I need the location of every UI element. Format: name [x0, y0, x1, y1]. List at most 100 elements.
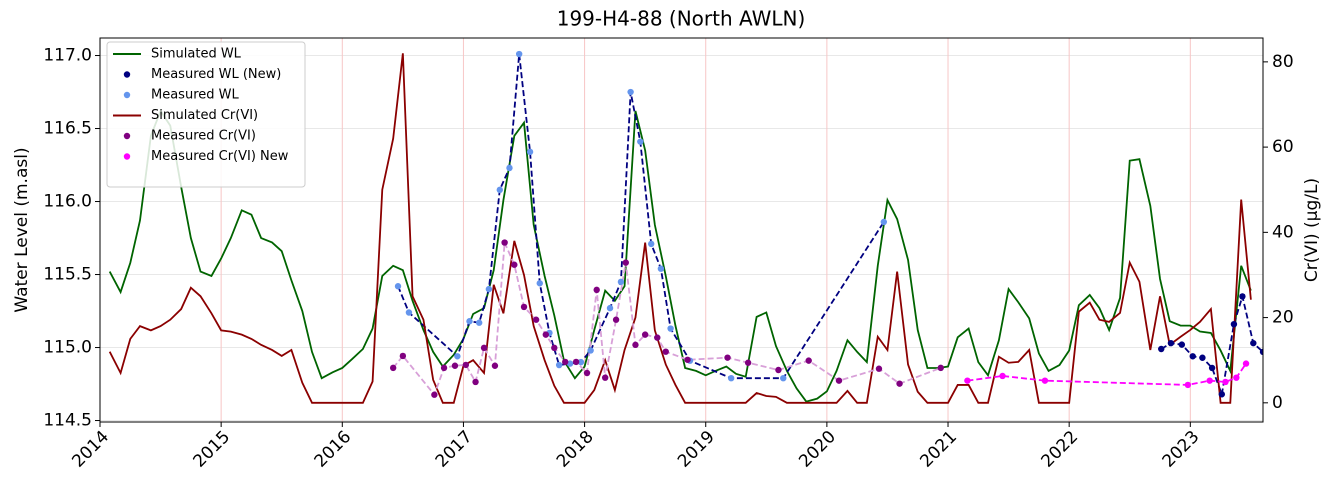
data-point [555, 361, 563, 369]
data-point [1167, 339, 1175, 347]
legend-marker [123, 71, 131, 78]
data-point [1041, 377, 1049, 384]
data-point [1184, 381, 1192, 389]
y-tick-label: 117.0 [43, 46, 92, 66]
data-point [462, 361, 470, 369]
data-point [1233, 374, 1240, 381]
data-point [896, 380, 903, 387]
data-point [654, 334, 661, 341]
data-point [587, 347, 594, 354]
series-line [108, 53, 1252, 404]
data-point [780, 374, 787, 382]
legend-label: Measured WL [151, 88, 239, 103]
data-point [805, 357, 812, 364]
data-point [532, 316, 540, 323]
data-point [744, 359, 752, 366]
data-point [1218, 391, 1226, 398]
data-point [593, 286, 600, 294]
data-point [506, 164, 513, 172]
data-point [485, 285, 493, 293]
y2-tick-label: 40 [1272, 222, 1294, 242]
data-point [727, 374, 735, 382]
data-point [627, 88, 634, 96]
data-point [937, 364, 944, 372]
data-point [1250, 339, 1257, 347]
data-point [394, 283, 402, 290]
data-point [1178, 341, 1186, 348]
legend-label: Measured Cr(VI) [151, 129, 256, 144]
data-point [1242, 360, 1250, 367]
data-point [515, 50, 523, 58]
data-point [431, 391, 438, 398]
data-point [606, 304, 614, 312]
data-point [1206, 377, 1213, 384]
data-point [1189, 353, 1196, 360]
data-point [454, 353, 461, 360]
y2-axis-label: Cr(VI) (μg/L) [1302, 178, 1322, 282]
data-point [1158, 345, 1165, 353]
legend-box [106, 41, 306, 188]
y-tick-label: 116.0 [43, 192, 92, 212]
data-point [1230, 320, 1238, 328]
series-line [108, 109, 1252, 403]
data-point [622, 259, 629, 266]
data-point [880, 218, 888, 226]
legend-label: Measured Cr(VI) New [151, 149, 289, 164]
data-point [1199, 354, 1206, 361]
data-point [641, 331, 649, 338]
data-point [632, 341, 639, 349]
data-point [475, 319, 483, 326]
data-point [601, 374, 609, 381]
data-point [835, 377, 843, 384]
data-point [577, 358, 585, 366]
y-tick-label: 114.5 [43, 411, 92, 431]
data-point [1259, 348, 1263, 356]
y2-tick-label: 80 [1272, 52, 1294, 72]
data-point [542, 331, 550, 338]
data-point [451, 362, 459, 369]
data-point [389, 364, 397, 372]
plot-area [108, 50, 1263, 404]
data-point [612, 316, 620, 323]
data-point [511, 261, 518, 268]
data-point [480, 344, 488, 352]
data-point [724, 354, 731, 361]
data-point [662, 348, 669, 355]
series-line [1160, 292, 1263, 398]
chart-title: 199-H4-88 (North AWLN) [557, 7, 806, 31]
legend-label: Simulated WL [151, 47, 242, 62]
data-point [566, 360, 574, 367]
data-point [637, 138, 644, 145]
data-point [536, 280, 543, 287]
data-point [684, 356, 691, 363]
data-point [775, 366, 782, 374]
data-point [1208, 364, 1216, 372]
y2-tick-label: 20 [1272, 308, 1294, 328]
data-point [526, 148, 534, 156]
data-point [964, 377, 971, 384]
legend-label: Simulated Cr(VI) [151, 108, 258, 123]
legend-marker [123, 132, 131, 140]
data-point [657, 265, 665, 272]
data-point [648, 240, 655, 248]
data-point [399, 352, 407, 360]
data-point [999, 372, 1006, 380]
data-point [1222, 378, 1229, 386]
data-point [501, 239, 508, 246]
y2-tick-label: 60 [1272, 137, 1294, 157]
legend-marker [123, 153, 131, 160]
data-point [1239, 293, 1246, 300]
legend-marker [123, 91, 131, 99]
plot-frame [99, 37, 1264, 423]
data-point [466, 318, 473, 325]
data-point [520, 303, 528, 311]
data-point [562, 358, 569, 366]
data-point [583, 369, 591, 377]
data-point [572, 358, 580, 366]
data-point [551, 344, 558, 352]
data-point [617, 278, 625, 286]
y-axis-label: Water Level (m.asl) [12, 147, 32, 312]
y2-tick-label: 0 [1272, 393, 1283, 413]
